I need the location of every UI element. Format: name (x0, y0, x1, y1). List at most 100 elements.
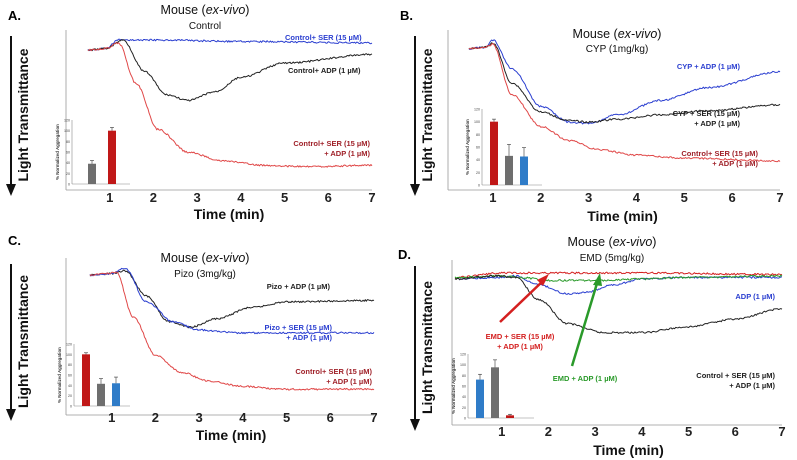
x-tick-label: 6 (732, 424, 739, 439)
inset-tick-label: 120 (474, 108, 480, 112)
trace-line (454, 274, 783, 282)
trace-label: EMD + SER (15 µM) + ADP (1 µM) (486, 332, 555, 351)
inset-y-label: % Normalized Aggregation (451, 358, 456, 414)
inset-bar-chart: 0 20 40 60 80 100 120 % Normalized Aggregation (451, 353, 534, 421)
green-arrow (570, 279, 600, 367)
inset-bar-chart: 0 20 40 60 80 100 120 % Normalized Aggregation (55, 119, 130, 187)
y-axis-label: Light Transmittance (15, 48, 31, 181)
inset-bar (88, 163, 96, 184)
inset-bar (97, 383, 105, 406)
trace-label: Pizo + SER (15 µM) + ADP (1 µM) (265, 323, 333, 342)
inset-tick-label: 100 (474, 120, 480, 124)
x-tick-label: 4 (638, 424, 646, 439)
inset-tick-label: 60 (66, 151, 70, 155)
x-tick-label: 1 (489, 190, 496, 205)
trace-label: Control+ SER (15 µM) + ADP (1 µM) (293, 139, 370, 158)
inset-tick-label: 120 (460, 353, 466, 357)
trace-label: Control+ SER (15 µM) + ADP (1 µM) (295, 367, 372, 386)
inset-bar (82, 354, 90, 406)
inset-tick-label: 100 (64, 129, 70, 133)
panel-b: B. Mouse (ex-vivo) CYP (1mg/kg) Light Trans… (400, 8, 784, 224)
inset-tick-label: 60 (68, 374, 72, 378)
inset-tick-label: 40 (68, 384, 72, 388)
x-tick-label: 7 (776, 190, 783, 205)
trace-label: Control + SER (15 µM) + ADP (1 µM) (696, 371, 775, 390)
x-tick-label: 4 (633, 190, 641, 205)
inset-tick-label: 0 (70, 405, 72, 409)
inset-tick-label: 60 (462, 385, 466, 389)
red-arrow (499, 278, 546, 323)
inset-tick-label: 40 (66, 161, 70, 165)
trace-line (87, 38, 373, 52)
inset-y-label: % Normalized Aggregation (57, 347, 62, 403)
x-tick-label: 4 (237, 190, 245, 205)
inset-bar-chart: 0 20 40 60 80 100 120 % Normalized Aggregation (57, 343, 130, 409)
inset-bar (491, 367, 499, 418)
trace-label: EMD + ADP (1 µM) (553, 374, 618, 383)
trace-label: Control+ SER (15 µM) (285, 33, 362, 42)
x-tick-label: 7 (368, 190, 375, 205)
panel-letter: D. (398, 247, 411, 262)
x-tick-label: 3 (196, 410, 203, 425)
trace-line (468, 42, 781, 124)
trace-line (454, 271, 783, 279)
y-arrow-head (410, 419, 420, 431)
panel-title: Mouse (ex-vivo) (161, 3, 250, 17)
trace-label: Control+ ADP (1 µM) (288, 66, 361, 75)
x-tick-label: 1 (498, 424, 505, 439)
inset-tick-label: 80 (66, 140, 70, 144)
trace-label: Control+ SER (15 µM) + ADP (1 µM) (681, 149, 758, 168)
trace-line (89, 267, 375, 335)
panel-title: Mouse (ex-vivo) (568, 235, 657, 249)
inset-y-label: % Normalized Aggregation (55, 124, 60, 180)
trace-line (89, 271, 375, 391)
x-tick-label: 6 (325, 190, 332, 205)
x-tick-label: 3 (592, 424, 599, 439)
inset-tick-label: 20 (476, 171, 480, 175)
inset-tick-label: 0 (68, 183, 70, 187)
panel-subtitle: Pizo (3mg/kg) (174, 269, 236, 280)
x-tick-label: 2 (545, 424, 552, 439)
x-tick-label: 5 (283, 410, 290, 425)
x-tick-label: 6 (327, 410, 334, 425)
x-tick-label: 2 (152, 410, 159, 425)
inset-bar (476, 379, 484, 418)
inset-bar (505, 155, 513, 185)
y-axis-label: Light Transmittance (15, 275, 31, 408)
inset-bar (112, 383, 120, 406)
trace-label: ADP (1 µM) (735, 292, 775, 301)
inset-bar (520, 156, 528, 185)
inset-tick-label: 60 (476, 146, 480, 150)
inset-bar-chart: 0 20 40 60 80 100 120 % Normalized Aggregation (465, 108, 542, 188)
x-tick-label: 3 (585, 190, 592, 205)
inset-tick-label: 120 (64, 119, 70, 123)
panel-letter: C. (8, 233, 21, 248)
inset-tick-label: 100 (66, 353, 72, 357)
x-tick-label: 7 (370, 410, 377, 425)
x-axis-label: Time (min) (196, 427, 267, 443)
trace-line (454, 274, 783, 295)
inset-tick-label: 100 (460, 363, 466, 367)
x-tick-label: 1 (106, 190, 113, 205)
inset-tick-label: 40 (462, 395, 466, 399)
panel-title: Mouse (ex-vivo) (573, 27, 662, 41)
x-tick-label: 4 (239, 410, 247, 425)
panel-subtitle: Control (189, 21, 221, 32)
inset-tick-label: 20 (462, 406, 466, 410)
x-tick-label: 7 (778, 424, 785, 439)
green-arrow-head (593, 273, 602, 286)
inset-bar (506, 415, 514, 418)
trace-line (468, 39, 781, 125)
x-tick-label: 5 (681, 190, 688, 205)
x-tick-label: 5 (281, 190, 288, 205)
trace-line (87, 39, 373, 102)
inset-tick-label: 0 (478, 184, 480, 188)
inset-tick-label: 20 (66, 172, 70, 176)
inset-bar (490, 121, 498, 185)
panel-subtitle: EMD (5mg/kg) (580, 253, 644, 264)
y-axis-label: Light Transmittance (419, 48, 435, 181)
x-tick-label: 1 (108, 410, 115, 425)
y-arrow-head (410, 184, 420, 196)
y-arrow-head (6, 184, 16, 196)
